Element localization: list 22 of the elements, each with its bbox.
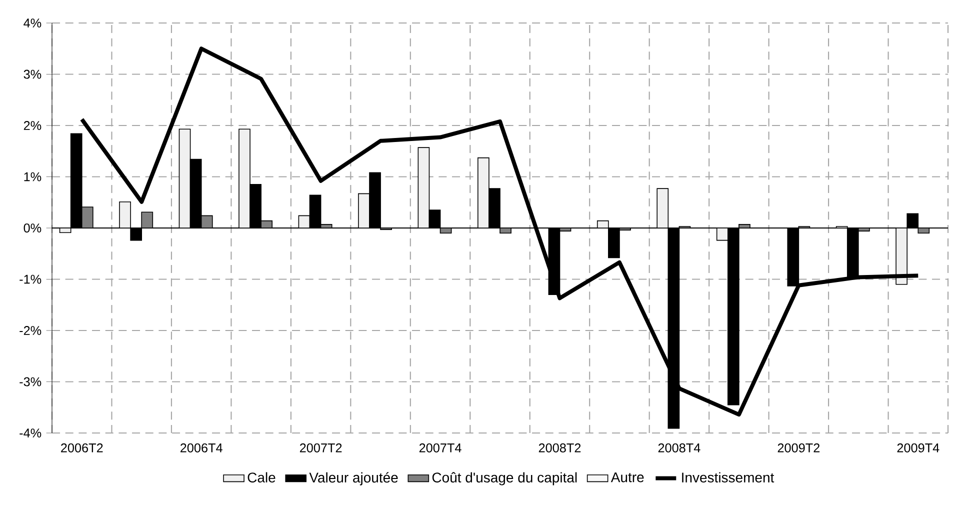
y-tick-label: -1% [20,274,42,284]
x-tick-label: 2006T2 [61,443,103,452]
legend-label: Autre [610,472,644,482]
x-tick-label: 2008T2 [538,443,581,452]
x-tick-label: 2007T2 [300,443,342,452]
y-tick-label: 2% [24,121,42,130]
y-tick-label: 0% [24,224,42,232]
y-tick-label: 4% [24,18,42,28]
legend-label: Valeur ajoutée [309,472,398,486]
y-tick-label: -3% [20,377,42,386]
x-tick-label: 2008T4 [658,443,700,452]
y-tick-label: -2% [20,326,42,335]
y-tick-label: -4% [20,428,42,438]
legend-label: Investissement [682,472,774,482]
legend-label: Cale [248,472,276,482]
x-tick-label: 2006T4 [180,443,222,452]
y-tick-label: 3% [24,70,42,79]
y-tick-label: 1% [24,172,42,182]
legend-label: Coût d'usage du capital [432,472,577,486]
x-tick-label: 2009T4 [897,443,940,452]
x-tick-label: 2007T4 [419,443,462,452]
x-tick-label: 2009T2 [778,443,820,452]
